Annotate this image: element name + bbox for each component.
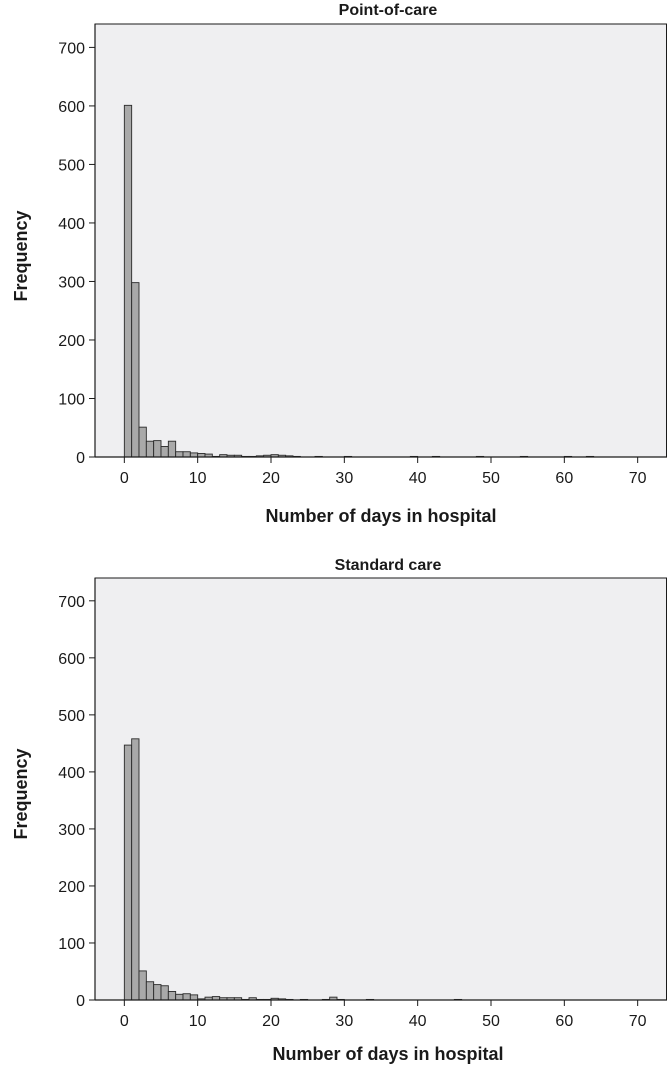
y-tick-label: 0 [76, 993, 85, 1010]
x-tick-label: 10 [189, 470, 207, 487]
x-tick-label: 20 [262, 470, 280, 487]
histogram-bar [167, 990, 177, 1001]
histogram-point-of-care: Point-of-care Frequency Number of days i… [11, 2, 667, 526]
x-tick-label: 10 [189, 1013, 207, 1030]
x-tick-label: 30 [335, 470, 353, 487]
y-tick-label: 200 [58, 879, 85, 896]
histogram-bar [167, 440, 177, 458]
histogram-bar [160, 985, 169, 1001]
chart-panel-point-of-care: Point-of-care Frequency Number of days i… [0, 0, 667, 532]
histogram-bar [131, 282, 140, 458]
y-tick-label: 600 [58, 651, 85, 668]
x-axis-title: Number of days in hospital [265, 506, 496, 526]
x-tick-label: 0 [120, 1013, 129, 1030]
y-tick-label: 100 [58, 936, 85, 953]
histogram-bar [189, 994, 199, 1001]
x-tick-label: 50 [482, 1013, 500, 1030]
chart-panel-standard-care: Standard care Frequency Number of days i… [0, 533, 667, 1065]
histogram-bar [131, 738, 140, 1001]
y-axis-title: Frequency [11, 748, 31, 839]
histogram-bar [138, 970, 147, 1001]
x-tick-label: 60 [555, 1013, 573, 1030]
y-tick-label: 600 [58, 99, 85, 116]
histogram-bar [175, 451, 184, 458]
y-axis-title: Frequency [11, 210, 31, 301]
histogram-bar [182, 993, 191, 1001]
histogram-bar [145, 981, 155, 1001]
plot-area [94, 23, 667, 458]
x-tick-label: 0 [120, 470, 129, 487]
y-tick-label: 400 [58, 216, 85, 233]
x-tick-label: 40 [409, 470, 427, 487]
y-tick-label: 0 [76, 450, 85, 467]
chart-title: Standard care [335, 557, 442, 574]
y-tick-label: 500 [58, 708, 85, 725]
plot-area [94, 577, 667, 1001]
histogram-bar [153, 440, 162, 458]
x-tick-label: 50 [482, 470, 500, 487]
histogram-bar [175, 993, 184, 1001]
x-tick-label: 20 [262, 1013, 280, 1030]
histogram-standard-care: Standard care Frequency Number of days i… [11, 557, 667, 1064]
y-tick-label: 300 [58, 274, 85, 291]
x-tick-label: 40 [409, 1013, 427, 1030]
chart-title: Point-of-care [339, 2, 438, 19]
histogram-bar [160, 446, 169, 458]
x-tick-label: 60 [555, 470, 573, 487]
y-tick-label: 100 [58, 391, 85, 408]
y-tick-label: 500 [58, 157, 85, 174]
histogram-bar [138, 426, 147, 458]
x-tick-label: 30 [335, 1013, 353, 1030]
histogram-bar [189, 452, 199, 458]
histogram-bar [153, 984, 162, 1001]
y-tick-label: 300 [58, 822, 85, 839]
histogram-bar [145, 440, 155, 458]
histogram-bar [182, 451, 191, 458]
y-tick-label: 700 [58, 40, 85, 57]
histogram-bar [123, 744, 133, 1001]
x-tick-label: 70 [629, 470, 647, 487]
histogram-bar [123, 104, 133, 458]
y-tick-label: 700 [58, 594, 85, 611]
y-tick-label: 200 [58, 333, 85, 350]
y-tick-label: 400 [58, 765, 85, 782]
x-axis-title: Number of days in hospital [272, 1044, 503, 1064]
x-tick-label: 70 [629, 1013, 647, 1030]
